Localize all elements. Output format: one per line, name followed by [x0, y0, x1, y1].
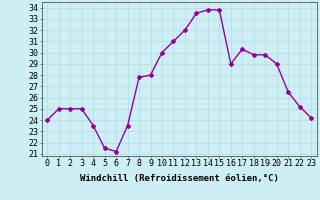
X-axis label: Windchill (Refroidissement éolien,°C): Windchill (Refroidissement éolien,°C) — [80, 174, 279, 183]
